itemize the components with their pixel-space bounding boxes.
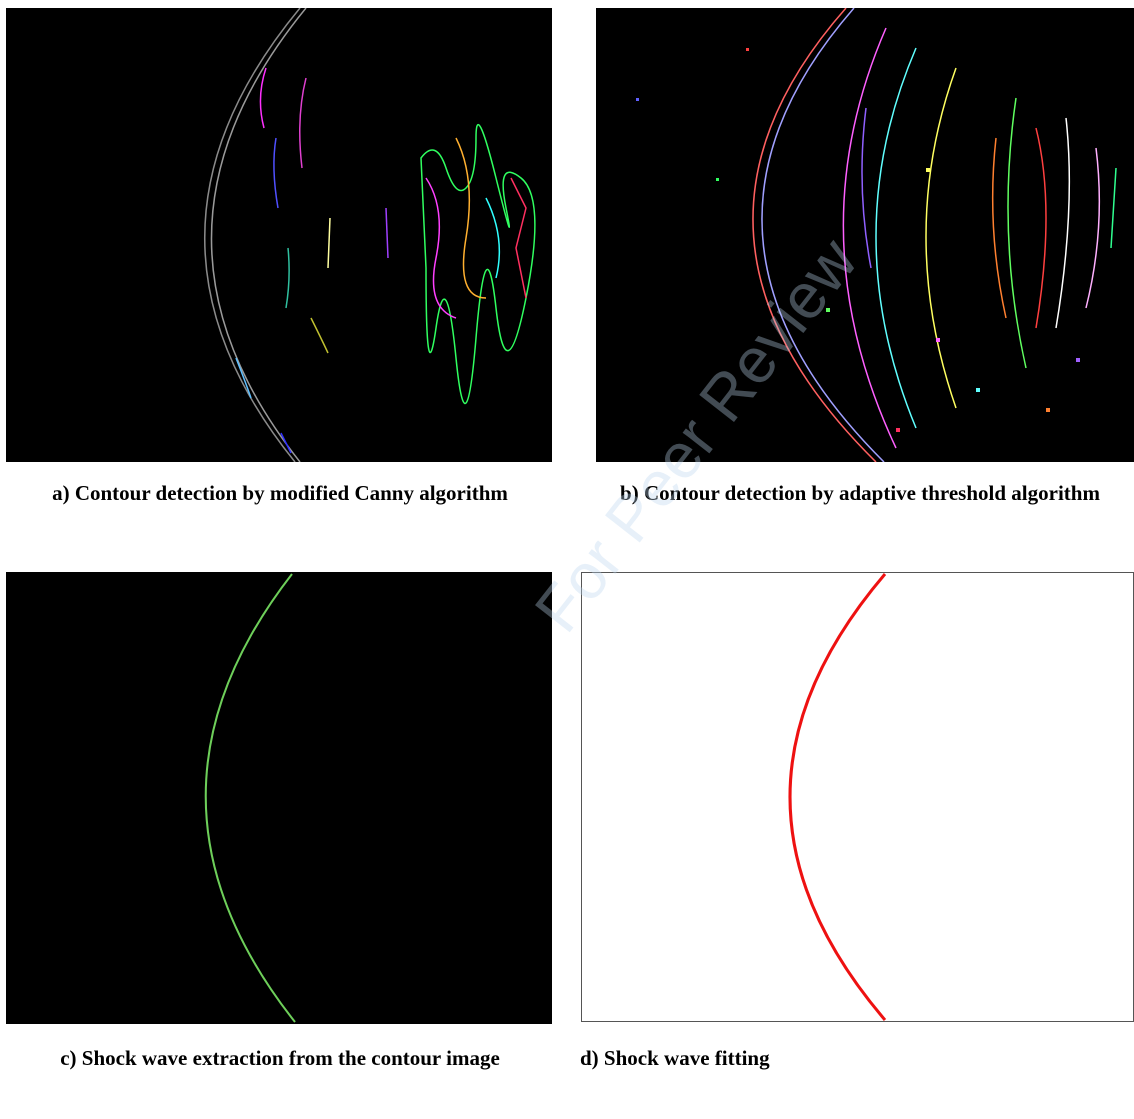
- background: [6, 8, 552, 462]
- caption-a: a) Contour detection by modified Canny a…: [40, 470, 520, 517]
- panel-c-image: [6, 572, 552, 1024]
- frame: [582, 573, 1134, 1022]
- panel-b-image: [596, 8, 1134, 462]
- panel-d-image: [581, 572, 1134, 1022]
- background: [596, 8, 1134, 462]
- caption-d: d) Shock wave fitting: [580, 1035, 1080, 1082]
- panel-a-image: [6, 8, 552, 462]
- speck: [746, 48, 749, 51]
- speck: [1076, 358, 1080, 362]
- background: [6, 572, 552, 1024]
- speck: [936, 338, 940, 342]
- speck: [716, 178, 719, 181]
- speck: [896, 428, 900, 432]
- speck: [926, 168, 930, 172]
- page: a) Contour detection by modified Canny a…: [0, 0, 1134, 1119]
- speck: [1046, 408, 1050, 412]
- speck: [976, 388, 980, 392]
- caption-c: c) Shock wave extraction from the contou…: [30, 1035, 530, 1082]
- speck: [636, 98, 639, 101]
